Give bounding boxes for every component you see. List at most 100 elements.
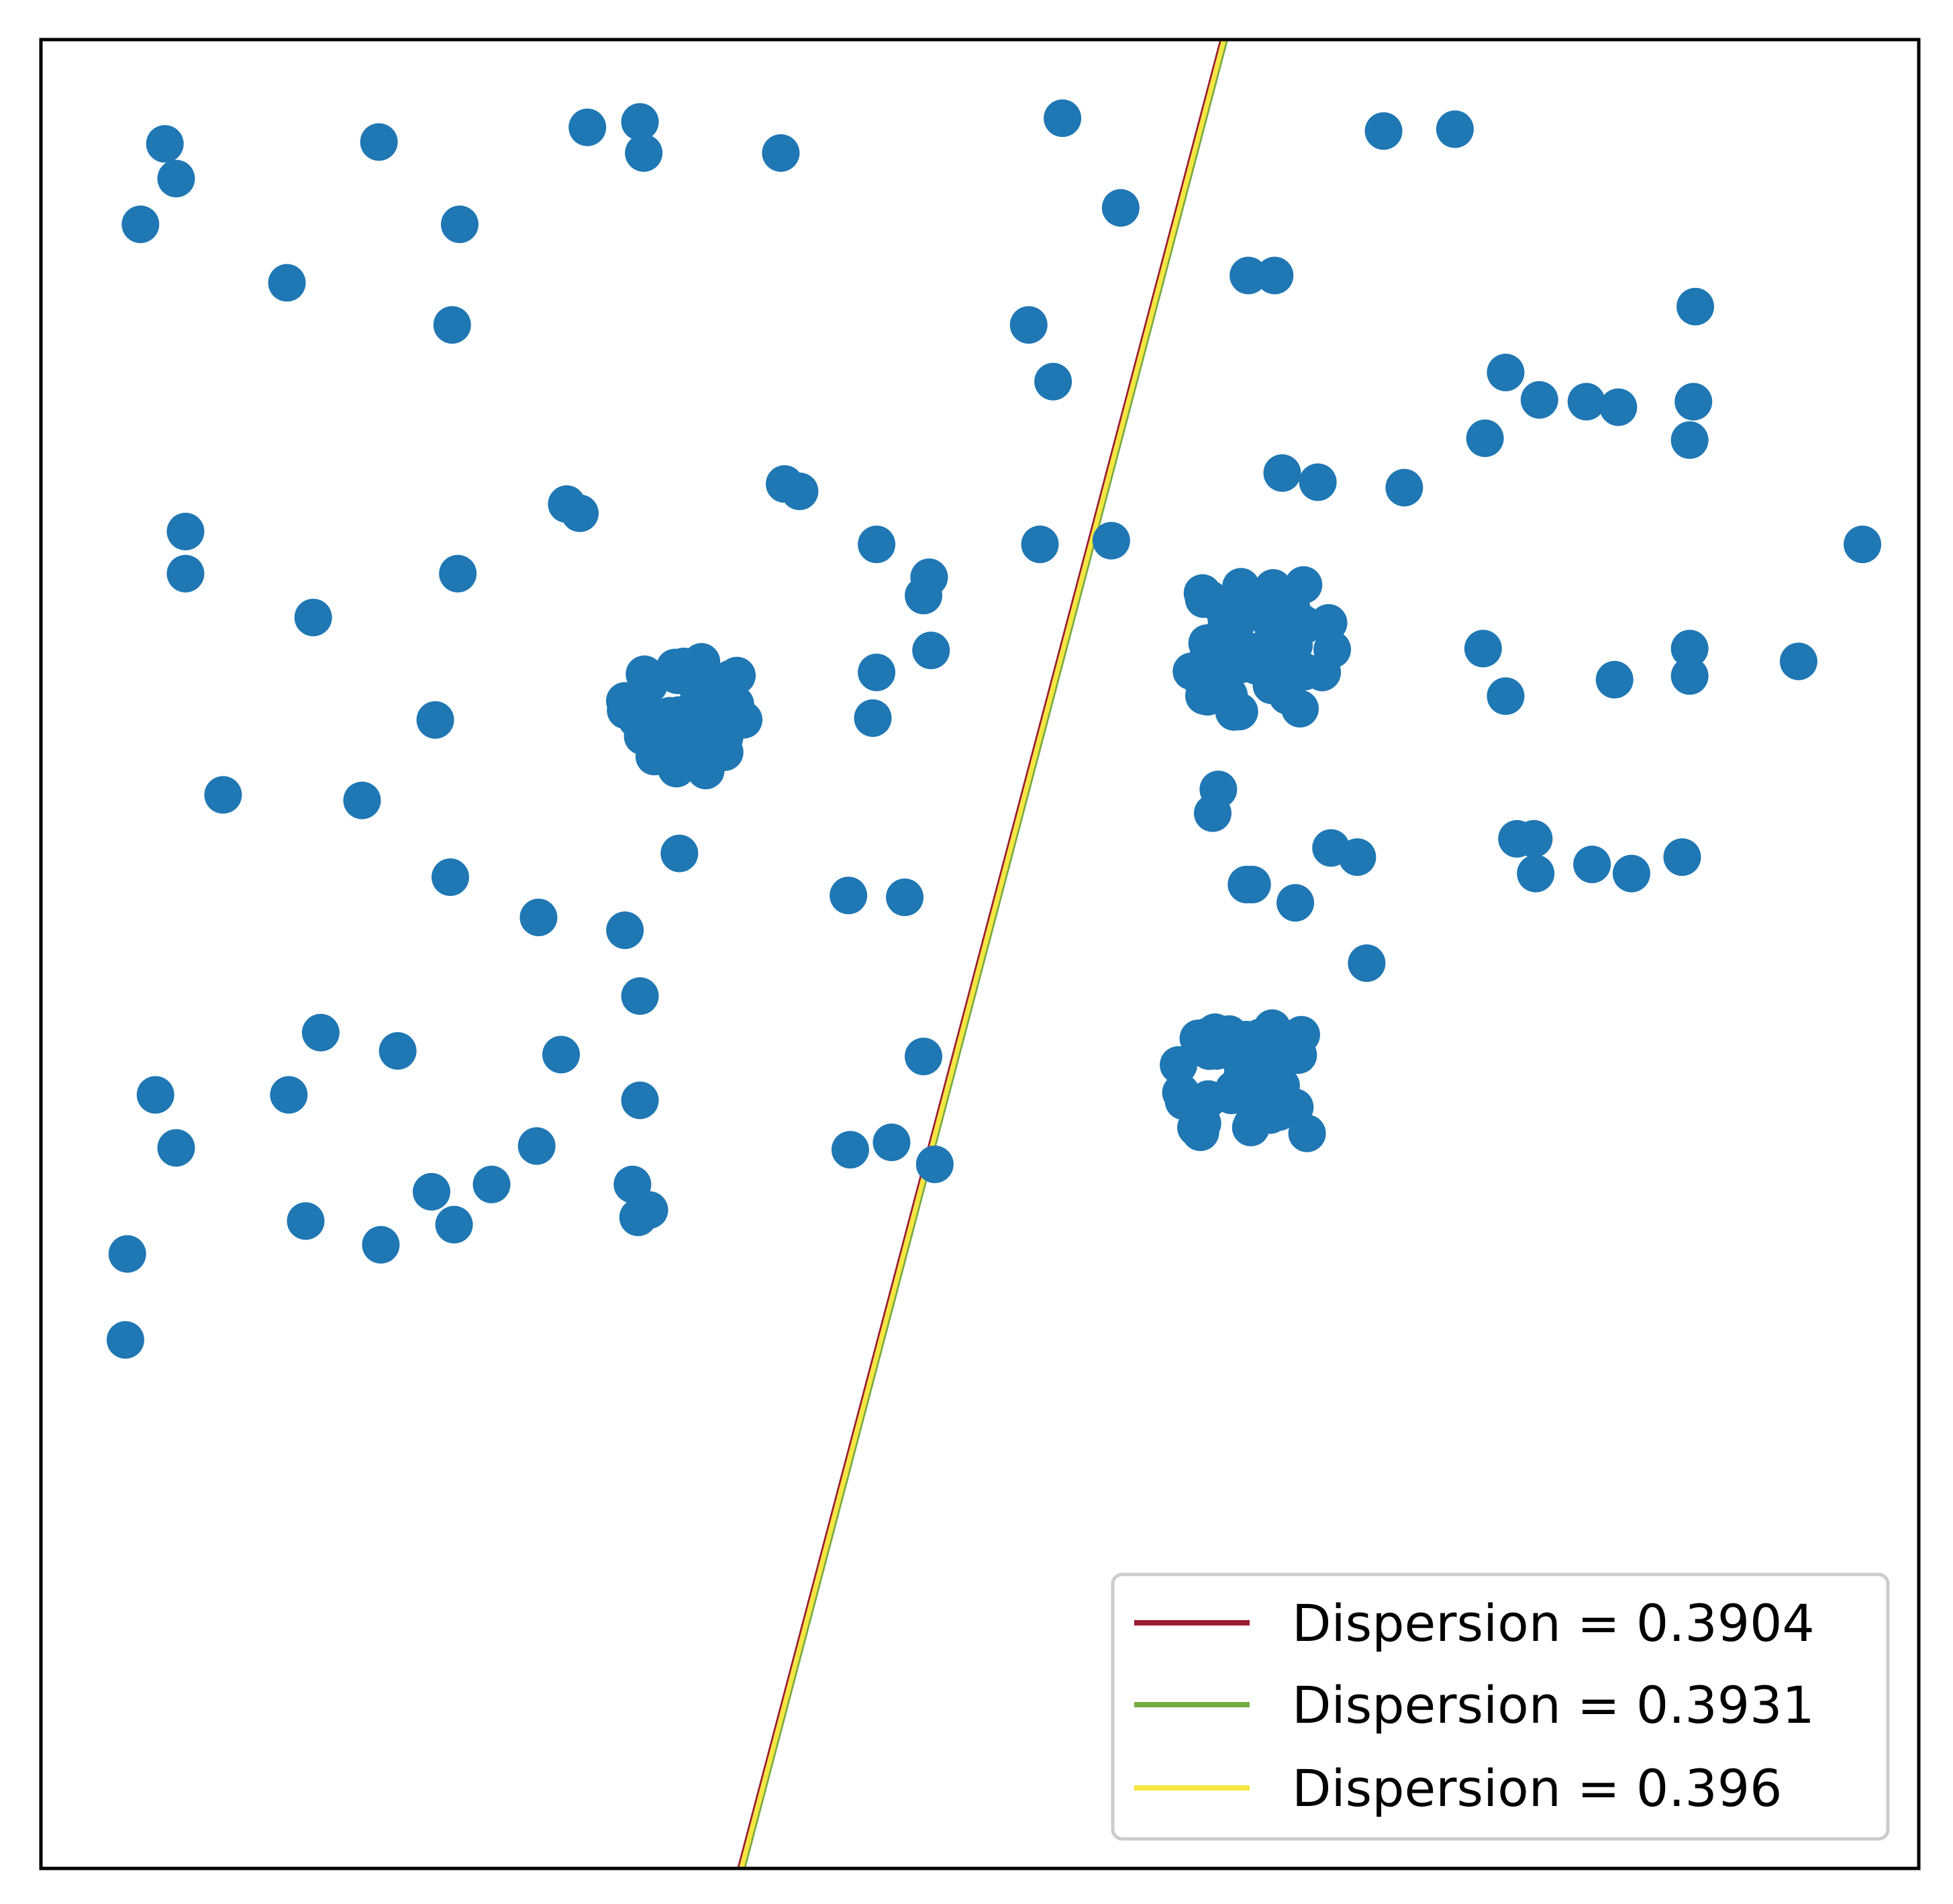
data-point — [1517, 854, 1555, 893]
data-point — [1464, 630, 1502, 668]
data-point — [1215, 589, 1253, 627]
data-point — [1567, 383, 1605, 421]
data-point — [1670, 421, 1709, 459]
data-point — [294, 599, 332, 637]
data-point — [106, 1321, 144, 1359]
data-point — [716, 685, 754, 723]
data-point — [1595, 660, 1634, 699]
data-point — [685, 708, 723, 746]
data-point — [1348, 944, 1386, 983]
data-point — [439, 554, 477, 593]
data-point — [1270, 613, 1309, 652]
data-point — [905, 1038, 943, 1076]
data-point — [1189, 630, 1228, 668]
data-point — [1487, 677, 1525, 715]
data-point — [621, 103, 659, 141]
data-point — [1520, 381, 1558, 419]
data-point — [1009, 306, 1048, 344]
data-point — [166, 513, 205, 551]
data-point — [621, 977, 659, 1015]
data-point — [121, 205, 160, 244]
data-point — [1233, 865, 1271, 903]
data-point — [472, 1165, 511, 1203]
data-point — [886, 879, 924, 917]
data-point — [440, 205, 479, 244]
data-point — [605, 682, 644, 720]
data-point — [1223, 1048, 1262, 1086]
data-point — [1299, 463, 1337, 501]
data-point — [1670, 657, 1709, 695]
legend-label-2: Dispersion = 0.3931 — [1292, 1675, 1815, 1735]
data-point — [1515, 819, 1553, 858]
plot-frame — [39, 38, 1921, 1870]
data-point — [1466, 419, 1504, 458]
data-point — [270, 1076, 308, 1114]
data-point — [1612, 854, 1650, 893]
data-point — [1573, 845, 1611, 883]
data-point — [362, 1225, 400, 1264]
data-point — [781, 472, 819, 511]
data-point — [858, 653, 896, 691]
data-point — [136, 1076, 174, 1114]
data-point — [157, 160, 195, 198]
data-point — [1263, 454, 1301, 492]
data-point — [517, 1127, 556, 1165]
data-point — [1101, 189, 1140, 227]
data-point — [1230, 256, 1268, 295]
data-point — [1256, 256, 1294, 295]
data-point — [1670, 630, 1709, 668]
data-point — [343, 781, 381, 819]
data-point — [1210, 676, 1248, 714]
data-point — [664, 647, 703, 685]
data-point — [568, 108, 607, 146]
data-point — [1676, 287, 1715, 325]
data-point — [912, 632, 950, 670]
data-point — [1674, 383, 1713, 421]
data-point — [519, 899, 558, 936]
data-point — [1309, 604, 1348, 642]
legend-box — [1111, 1572, 1890, 1841]
data-point — [830, 876, 868, 915]
data-point — [1276, 884, 1315, 922]
data-point — [872, 1123, 911, 1162]
data-point — [660, 834, 699, 872]
data-point — [1288, 1114, 1326, 1152]
legend: Dispersion = 0.3904 Dispersion = 0.3931 … — [1111, 1572, 1890, 1841]
data-point — [431, 858, 469, 897]
data-point — [542, 1036, 581, 1074]
data-point — [360, 123, 398, 161]
data-point — [412, 1172, 450, 1211]
data-point — [1599, 388, 1638, 426]
data-point — [606, 911, 644, 950]
legend-label-1: Dispersion = 0.3904 — [1292, 1593, 1815, 1653]
data-point — [1092, 521, 1130, 560]
separator-line-3 — [739, 39, 1227, 1869]
data-point — [1237, 647, 1275, 685]
data-point — [1338, 838, 1376, 876]
data-point — [1240, 1018, 1279, 1056]
data-point — [1181, 1113, 1219, 1152]
lines-layer — [737, 39, 1228, 1869]
data-point — [1385, 468, 1423, 507]
data-point — [1021, 525, 1059, 564]
data-point — [416, 701, 454, 739]
data-point — [915, 1145, 954, 1183]
data-point — [621, 1081, 659, 1119]
data-point — [1487, 353, 1525, 391]
data-point — [1281, 689, 1319, 728]
data-point — [146, 125, 184, 163]
data-point — [656, 728, 694, 766]
data-point — [831, 1131, 869, 1169]
data-point — [1034, 362, 1072, 401]
data-point — [1254, 569, 1293, 607]
data-point — [1190, 1032, 1228, 1070]
data-point — [762, 134, 800, 172]
data-point — [687, 752, 725, 790]
data-point — [1193, 794, 1232, 832]
data-point — [630, 1191, 668, 1229]
data-point — [1364, 112, 1403, 150]
data-point — [287, 1202, 325, 1240]
data-point — [1844, 525, 1882, 564]
data-point — [1044, 99, 1082, 138]
data-point — [905, 577, 943, 615]
